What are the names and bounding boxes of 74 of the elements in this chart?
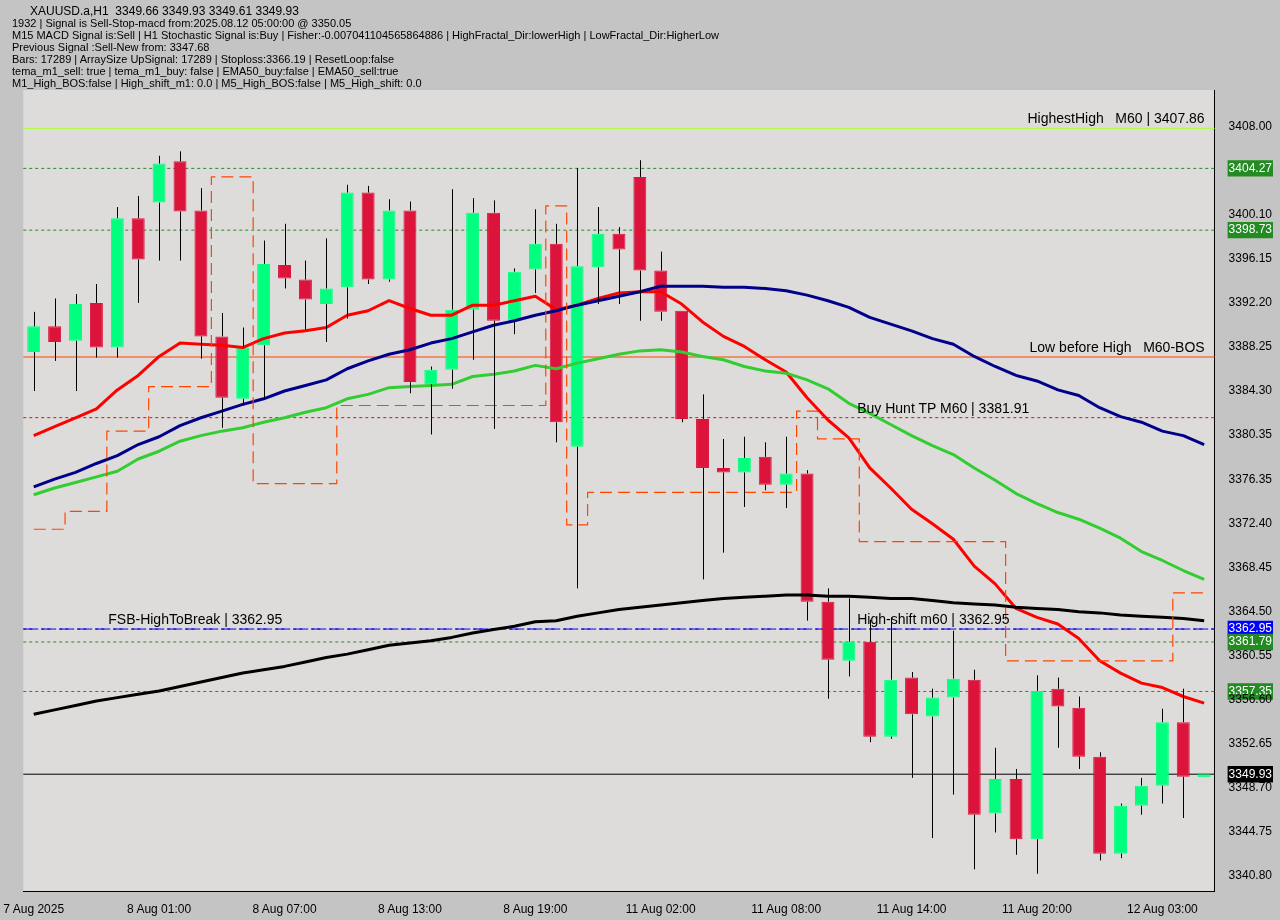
y-tick-label: 3396.15	[1228, 251, 1273, 266]
candlestick	[131, 195, 145, 304]
candlestick	[361, 185, 375, 285]
x-tick-label: 8 Aug 07:00	[252, 902, 317, 917]
candlestick	[696, 393, 710, 580]
y-tick-label: 3398.73	[1228, 222, 1273, 237]
y-tick-label: 3380.35	[1228, 427, 1273, 442]
ref-line-label: FSB-HighToBreak | 3362.95	[108, 610, 283, 627]
text: Bars: 17289 | ArraySize UpSignal: 17289 | Stoploss:3366.19 | ResetLoop:false	[12, 53, 396, 65]
chart-title: XAUUSD.a,H1 3349.66 3349.93 3349.61 3349.93	[29, 4, 300, 18]
candlestick	[570, 167, 584, 589]
text: tema_m1_sell: true | tema_m1_buy: false | EMA50_buy:false | EMA50_sell:true	[12, 65, 400, 77]
candlestick	[110, 206, 124, 359]
y-tick-label: 3361.79	[1228, 634, 1273, 649]
text: M1_High_BOS:false | High_shift_m1: 0.0 | M5_High_BOS:false | M5_High_shift: 0.0	[12, 77, 423, 89]
candlestick	[215, 312, 229, 429]
x-tick-label: 7 Aug 2025	[3, 902, 65, 917]
x-tick-label: 12 Aug 03:00	[1127, 902, 1199, 917]
y-tick-label: 3404.27	[1228, 160, 1273, 175]
candlestick	[758, 441, 772, 491]
candlestick	[27, 311, 41, 392]
candlestick	[340, 184, 354, 320]
candlestick	[528, 208, 542, 294]
y-tick-label: 3384.30	[1228, 383, 1273, 398]
candlestick	[194, 187, 208, 360]
y-tick-label: 3364.50	[1228, 604, 1273, 619]
text: M15 MACD Signal is:Sell | H1 Stochastic Signal is:Buy | Fisher:-0.007041104565864886 | HighFractal_Dir:lowerHigh | LowFractal_Dir:HigherLow	[12, 29, 719, 41]
y-tick-label: 3408.00	[1228, 119, 1273, 134]
x-tick-label: 11 Aug 14:00	[876, 902, 947, 917]
y-tick-label: 3349.93	[1228, 766, 1273, 781]
y-tick-label: 3340.80	[1228, 868, 1273, 883]
x-tick-label: 11 Aug 20:00	[1002, 902, 1073, 917]
text: 1932 | Signal is Sell-Stop-macd from:2025.08.12 05:00:00 @ 3350.05	[12, 17, 353, 29]
candlestick	[152, 155, 166, 262]
candlestick	[403, 200, 417, 394]
x-tick-label: 8 Aug 13:00	[377, 902, 443, 917]
candlestick	[1197, 774, 1211, 778]
y-tick-label: 3344.75	[1228, 824, 1273, 839]
y-tick-label: 3352.65	[1228, 736, 1273, 751]
y-tick-label: 3372.40	[1228, 516, 1273, 530]
y-tick-label: 3388.25	[1228, 339, 1273, 354]
candlestick	[298, 260, 312, 331]
candlestick	[487, 199, 501, 430]
y-tick-label: 3368.45	[1228, 560, 1273, 575]
x-tick-label: 11 Aug 08:00	[751, 902, 822, 917]
x-tick-label: 8 Aug 19:00	[503, 902, 568, 917]
y-tick-label: 3376.35	[1228, 471, 1273, 486]
candlestick	[382, 198, 396, 283]
candlestick	[633, 159, 647, 322]
y-tick-label: 3392.20	[1228, 295, 1273, 310]
candlestick	[1072, 696, 1086, 770]
candlestick	[89, 283, 103, 359]
y-tick-label: 3362.95	[1228, 621, 1273, 636]
candlestick	[1134, 777, 1148, 816]
y-tick-label: 3348.70	[1228, 780, 1273, 795]
ref-line-label: Low before High M60-BOS	[1029, 338, 1205, 355]
text: Previous Signal :Sell-New from: 3347.68	[12, 41, 211, 53]
candlestick	[466, 197, 480, 361]
candlestick	[675, 310, 689, 423]
candlestick	[591, 206, 605, 305]
candlestick	[236, 326, 250, 407]
x-tick-label: 8 Aug 01:00	[127, 902, 192, 917]
y-tick-label: 3360.55	[1228, 648, 1273, 663]
candlestick	[779, 436, 793, 509]
ref-line-label: HighestHigh M60 | 3407.86	[1027, 110, 1205, 127]
ref-line-label: High-shift m60 | 3362.95	[857, 610, 1010, 627]
x-tick-label: 11 Aug 02:00	[625, 902, 696, 917]
ref-line-label: Buy Hunt TP M60 | 3381.91	[857, 399, 1030, 416]
candlestick	[69, 293, 82, 392]
candlestick	[549, 223, 563, 443]
candlestick	[507, 267, 521, 335]
candlestick	[257, 240, 271, 400]
y-tick-label: 3400.10	[1228, 207, 1273, 222]
candlestick	[173, 150, 187, 262]
